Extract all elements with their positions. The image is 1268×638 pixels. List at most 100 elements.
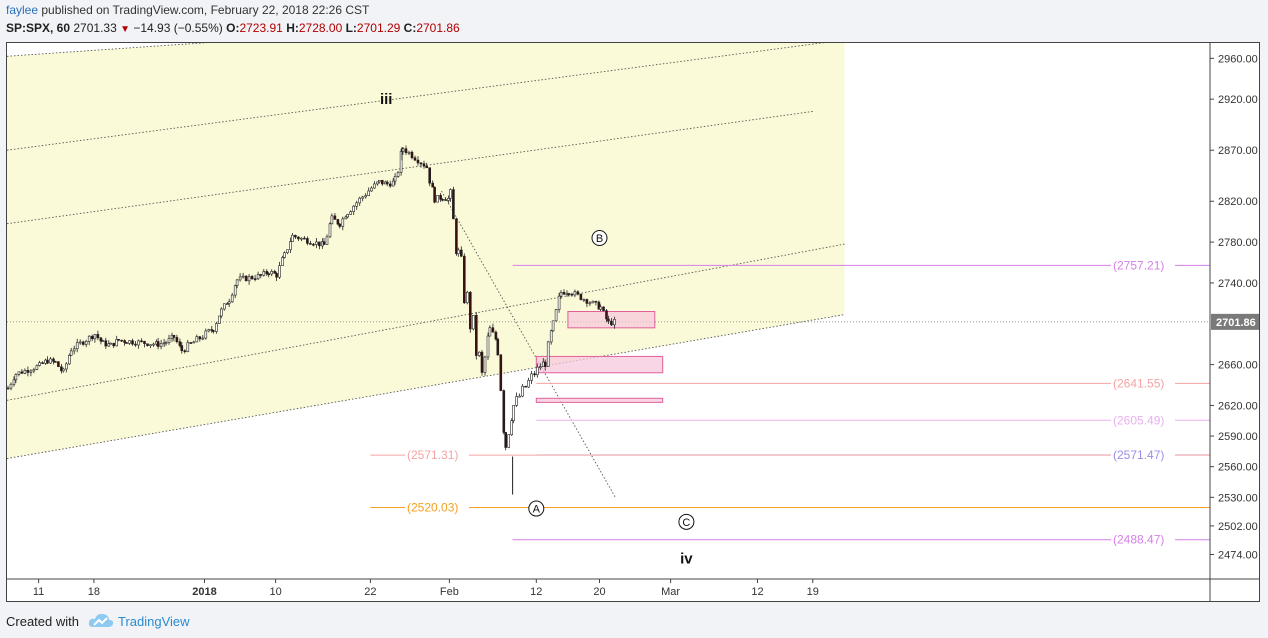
- candle: [244, 275, 248, 282]
- candle: [61, 368, 65, 372]
- candle: [338, 223, 342, 227]
- price-tick-label: 2530.00: [1218, 492, 1258, 504]
- candle: [521, 385, 524, 397]
- publish-line: faylee published on TradingView.com, Feb…: [6, 3, 369, 18]
- last-price: 2701.33: [73, 21, 117, 35]
- candle: [543, 361, 547, 367]
- wave-circle: [678, 513, 695, 530]
- candle: [399, 151, 403, 173]
- level-label-bg: [1111, 531, 1175, 547]
- price-tick-label: 2502.00: [1218, 521, 1258, 533]
- time-tick-label: 12: [751, 586, 763, 598]
- candle: [69, 350, 73, 356]
- created-with-text: Created with: [6, 614, 79, 629]
- candle: [349, 211, 353, 215]
- chart-frame[interactable]: (2757.21) (2641.55) (2605.49) (2571.47) (257…: [6, 42, 1260, 602]
- candle: [149, 344, 152, 347]
- candle: [591, 300, 595, 304]
- candle: [483, 356, 487, 373]
- candle: [81, 341, 85, 345]
- candle: [524, 385, 527, 388]
- candle: [54, 361, 57, 363]
- close-value: 2701.86: [416, 21, 460, 35]
- time-tick-label: 18: [88, 586, 100, 598]
- candle: [303, 237, 306, 240]
- candle: [507, 434, 511, 448]
- price-chart[interactable]: (2757.21) (2641.55) (2605.49) (2571.47) (257…: [7, 43, 1259, 601]
- candle: [233, 285, 237, 296]
- candle: [433, 186, 436, 203]
- price-tick-label: 2960.00: [1218, 53, 1258, 65]
- price-tick-label: 2870.00: [1218, 145, 1258, 157]
- candle: [178, 341, 182, 346]
- candle: [189, 342, 193, 344]
- candle: [573, 291, 577, 296]
- candle: [96, 334, 100, 339]
- candle: [444, 199, 447, 201]
- candle: [183, 350, 187, 353]
- channel-line: [7, 314, 845, 459]
- candle: [12, 379, 16, 385]
- candle: [494, 331, 498, 340]
- tradingview-link[interactable]: TradingView: [118, 614, 190, 629]
- candle: [533, 373, 536, 376]
- published-text: published on TradingView.com, February 2…: [41, 3, 370, 17]
- candle: [180, 345, 184, 352]
- candle: [175, 337, 179, 343]
- candle: [115, 338, 118, 347]
- candle: [226, 303, 229, 305]
- candle: [468, 291, 472, 330]
- candle: [7, 387, 10, 390]
- time-tick-label: 11: [33, 586, 44, 598]
- candle: [465, 291, 469, 304]
- candle: [87, 335, 91, 342]
- candle: [270, 271, 274, 275]
- candle: [410, 151, 414, 159]
- candle: [140, 340, 143, 343]
- candle: [289, 241, 292, 251]
- candle: [510, 420, 514, 435]
- channel-line: [441, 190, 616, 498]
- candle: [9, 383, 13, 389]
- candle: [502, 390, 506, 433]
- candle: [312, 243, 315, 246]
- candle: [325, 236, 329, 245]
- candle: [322, 241, 326, 245]
- candle: [376, 181, 379, 185]
- candle: [562, 291, 566, 295]
- candle: [344, 216, 348, 220]
- candle: [396, 171, 400, 177]
- candle: [377, 179, 381, 183]
- candle: [26, 370, 30, 373]
- candle: [557, 295, 561, 310]
- high-label: H:: [286, 21, 299, 35]
- wave-label: iv: [680, 551, 693, 568]
- candle: [273, 271, 277, 274]
- candle: [496, 338, 500, 356]
- low-label: L:: [345, 21, 357, 35]
- level-label: (2488.47): [1113, 533, 1164, 547]
- candle: [41, 362, 44, 364]
- high-value: 2728.00: [298, 21, 343, 35]
- candle: [259, 274, 263, 276]
- level-label-bg: [1111, 446, 1175, 462]
- candle: [99, 337, 103, 342]
- candle: [167, 338, 171, 343]
- channel-fill: [7, 43, 845, 459]
- tradingview-cloud-icon[interactable]: [88, 612, 114, 630]
- open-label: O:: [226, 21, 240, 35]
- candle: [286, 249, 289, 254]
- candle: [535, 366, 539, 376]
- candle: [172, 334, 176, 338]
- candle: [449, 189, 452, 199]
- author-link[interactable]: faylee: [6, 3, 39, 17]
- level-label-bg: [405, 447, 469, 463]
- candle: [355, 202, 359, 207]
- level-label-bg: [405, 499, 469, 515]
- candle: [227, 301, 231, 304]
- candle: [439, 195, 442, 200]
- wave-label: C: [682, 517, 690, 529]
- level-label-bg: [1111, 412, 1175, 428]
- price-tick-label: 2620.00: [1218, 400, 1258, 412]
- candle: [32, 369, 36, 372]
